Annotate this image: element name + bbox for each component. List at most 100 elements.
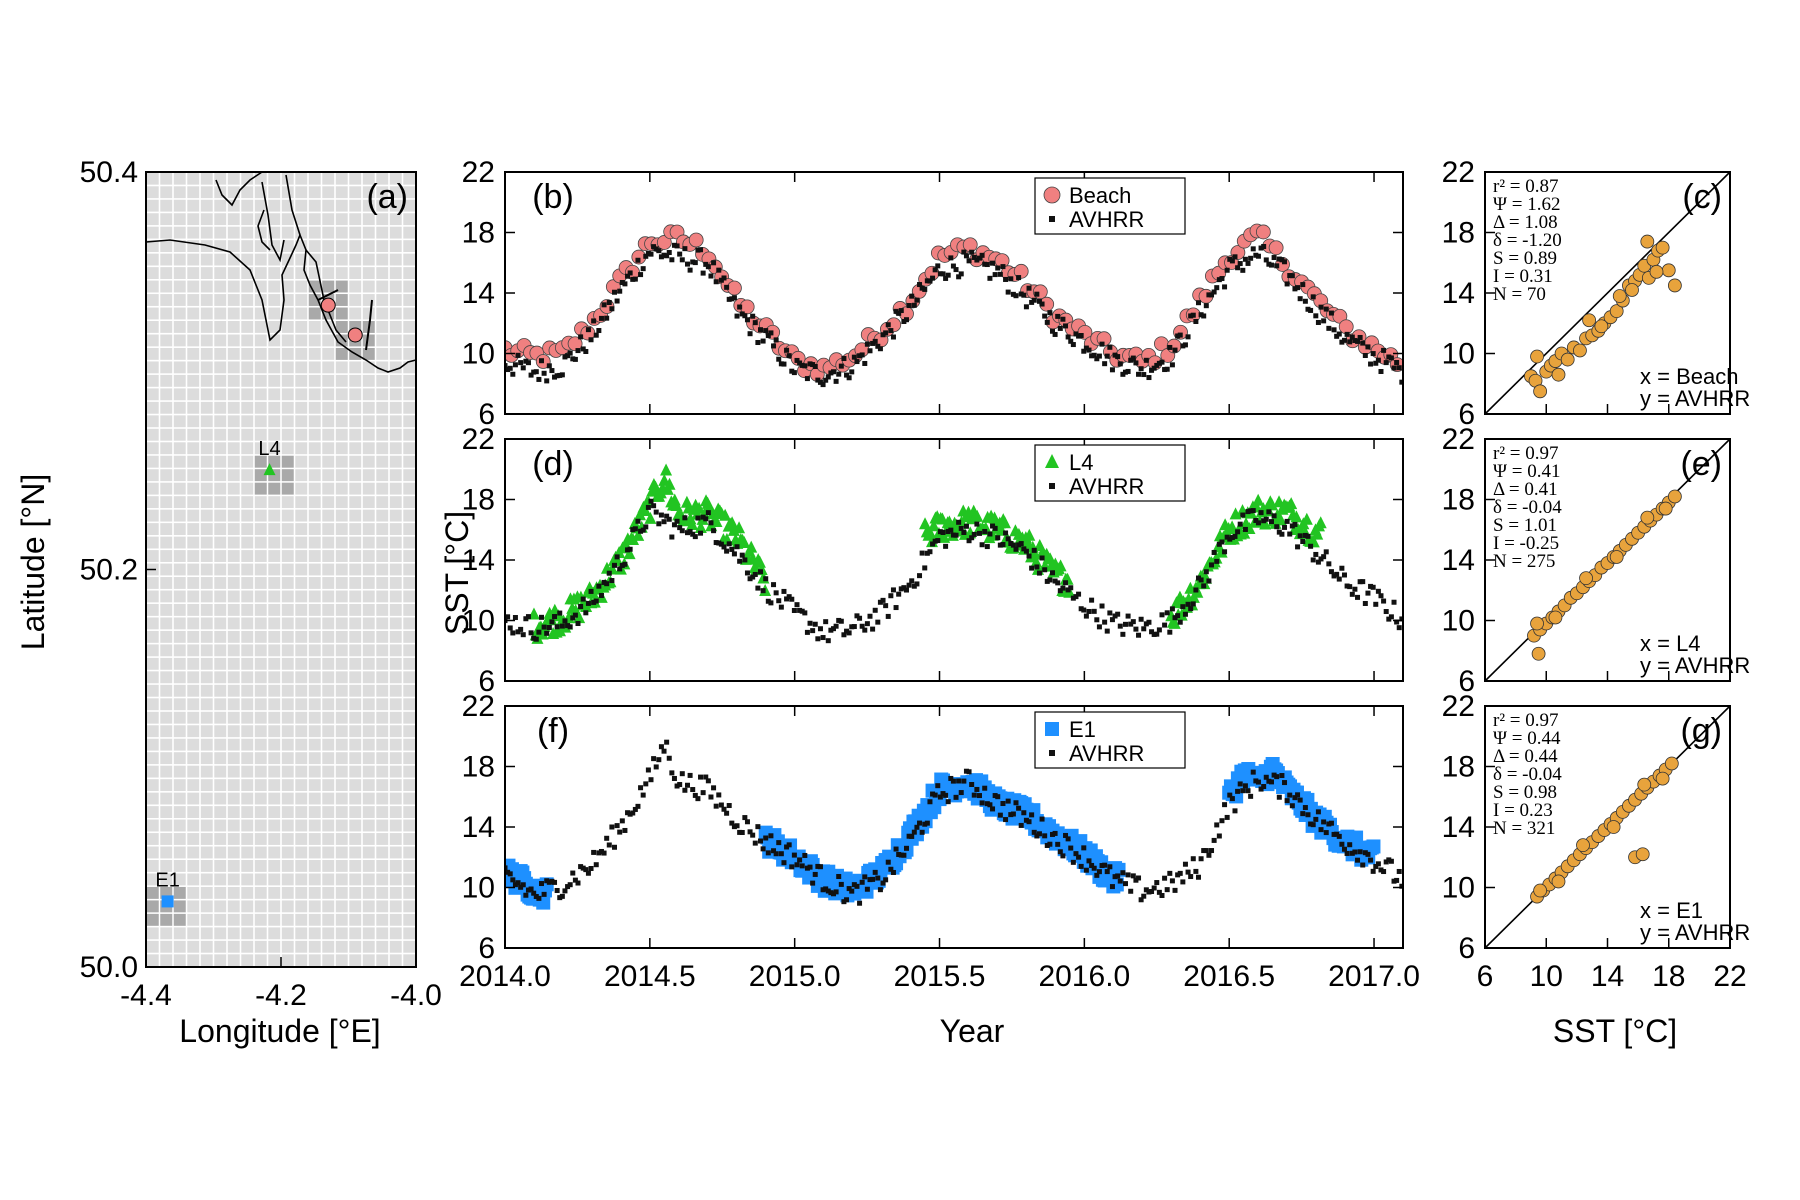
- grid-cell: [308, 819, 321, 832]
- avhrr-point: [1284, 798, 1290, 804]
- grid-cell: [187, 630, 200, 643]
- grid-cell: [403, 792, 416, 805]
- grid-cell: [403, 428, 416, 441]
- ts-ytick-label: 14: [462, 811, 495, 844]
- avhrr-point: [653, 509, 659, 515]
- grid-cell: [187, 590, 200, 603]
- scatter-point: [1533, 384, 1548, 399]
- grid-cell: [322, 321, 335, 333]
- grid-cell: [254, 752, 267, 765]
- avhrr-point: [643, 253, 649, 259]
- avhrr-point: [1292, 286, 1298, 292]
- grid-cell: [200, 347, 213, 360]
- grid-cell: [281, 199, 294, 212]
- avhrr-point: [512, 882, 518, 888]
- grid-cell: [349, 428, 362, 441]
- avhrr-point: [841, 899, 847, 905]
- grid-cell: [227, 509, 240, 522]
- avhrr-point: [1070, 342, 1076, 348]
- scatter-point: [1655, 771, 1670, 786]
- avhrr-point: [833, 623, 839, 629]
- grid-cell: [322, 792, 335, 805]
- grid-cell: [403, 644, 416, 657]
- l4-point: [1266, 498, 1279, 511]
- avhrr-point: [1287, 273, 1293, 279]
- avhrr-point: [1076, 854, 1082, 860]
- avhrr-point: [601, 579, 607, 585]
- avhrr-point: [1091, 865, 1097, 871]
- avhrr-point: [617, 288, 623, 294]
- grid-cell: [362, 913, 375, 926]
- grid-cell: [389, 428, 402, 441]
- l4-point: [710, 514, 723, 527]
- grid-cell: [227, 954, 240, 967]
- grid-cell: [268, 563, 281, 576]
- grid-cell: [349, 267, 362, 279]
- grid-cell: [146, 954, 159, 967]
- avhrr-point: [883, 603, 889, 609]
- grid-cell: [160, 523, 173, 536]
- grid-cell: [241, 819, 254, 832]
- avhrr-point: [1279, 531, 1285, 537]
- avhrr-point: [1289, 523, 1295, 529]
- grid-cell: [403, 213, 416, 226]
- avhrr-point: [890, 869, 896, 875]
- avhrr-point: [711, 260, 717, 266]
- avhrr-point: [1334, 831, 1340, 837]
- avhrr-point: [507, 625, 513, 631]
- grid-cell: [254, 347, 267, 360]
- grid-cell: [200, 563, 213, 576]
- avhrr-point: [1086, 858, 1092, 864]
- grid-cell: [389, 482, 402, 495]
- avhrr-point: [1250, 508, 1256, 514]
- grid-cell: [241, 199, 254, 212]
- avhrr-point: [1305, 306, 1311, 312]
- avhrr-point: [627, 811, 633, 817]
- grid-cell: [335, 779, 348, 792]
- map-xtick-label: -4.0: [390, 979, 442, 1012]
- grid-cell: [187, 644, 200, 657]
- grid-cell: [322, 550, 335, 562]
- avhrr-point: [518, 360, 524, 366]
- avhrr-point: [810, 628, 816, 634]
- avhrr-point: [1201, 313, 1207, 319]
- grid-cell: [227, 186, 240, 199]
- grid-cell: [241, 765, 254, 778]
- avhrr-point: [979, 542, 985, 548]
- grid-cell: [389, 752, 402, 765]
- avhrr-point: [781, 588, 787, 594]
- avhrr-point: [671, 522, 677, 528]
- avhrr-point: [520, 365, 526, 371]
- avhrr-point: [737, 304, 743, 310]
- grid-cell: [160, 401, 173, 414]
- grid-cell: [187, 509, 200, 522]
- avhrr-point: [1078, 606, 1084, 612]
- avhrr-point: [533, 636, 539, 642]
- grid-cell: [241, 725, 254, 738]
- avhrr-point: [614, 823, 620, 829]
- avhrr-point: [1237, 781, 1243, 787]
- grid-cell: [335, 738, 348, 751]
- grid-cell: [214, 213, 227, 226]
- avhrr-point: [512, 362, 518, 368]
- avhrr-point: [1182, 611, 1188, 617]
- avhrr-point: [1018, 291, 1024, 297]
- avhrr-point: [552, 374, 558, 380]
- grid-cell: [173, 684, 186, 697]
- grid-cell: [187, 657, 200, 670]
- avhrr-point: [1029, 299, 1035, 305]
- grid-cell: [308, 779, 321, 792]
- grid-cell: [200, 374, 213, 387]
- avhrr-point: [1169, 606, 1175, 612]
- grid-cell: [254, 927, 267, 940]
- grid-cell: [335, 267, 348, 279]
- l4-point: [919, 517, 932, 530]
- avhrr-point: [677, 782, 683, 788]
- avhrr-point: [911, 829, 917, 835]
- grid-cell: [160, 199, 173, 212]
- grid-cell: [187, 523, 200, 536]
- avhrr-point: [643, 524, 649, 530]
- avhrr-point: [1156, 360, 1162, 366]
- avhrr-point: [541, 624, 547, 630]
- scatter-point: [1609, 550, 1624, 564]
